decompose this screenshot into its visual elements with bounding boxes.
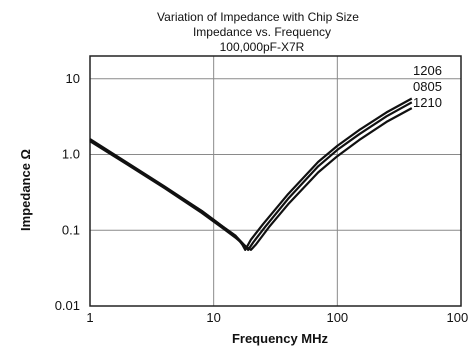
x-tick-label-100: 100 xyxy=(326,310,348,325)
grid xyxy=(90,56,461,306)
chart-title-line-2: Impedance vs. Frequency xyxy=(193,25,331,39)
x-tick-label-10: 10 xyxy=(206,310,220,325)
y-tick-label-0.01: 0.01 xyxy=(55,298,80,313)
legend-label-0805: 0805 xyxy=(413,79,442,94)
chart-title-line-3: 100,000pF-X7R xyxy=(220,40,305,54)
legend-label-1210: 1210 xyxy=(413,95,442,110)
series-line-1206 xyxy=(89,97,413,251)
series-line-1210 xyxy=(89,107,413,251)
plot-area-frame xyxy=(89,55,462,307)
y-axis-label: Impedance Ω xyxy=(18,149,33,231)
chart-title-line-1: Variation of Impedance with Chip Size xyxy=(157,10,359,24)
legend: 1206 0805 1210 xyxy=(413,63,442,110)
x-axis-label: Frequency MHz xyxy=(232,331,329,346)
x-tick-label-1: 1 xyxy=(86,310,93,325)
y-tick-label-10: 10 xyxy=(66,71,80,86)
series-line-0805 xyxy=(89,101,413,251)
series-lines xyxy=(89,97,413,251)
legend-label-1206: 1206 xyxy=(413,63,442,78)
y-axis-ticks: 0.01 0.1 1.0 10 xyxy=(55,71,80,313)
y-tick-label-1.0: 1.0 xyxy=(62,147,80,162)
y-tick-label-0.1: 0.1 xyxy=(62,222,80,237)
chart-title: Variation of Impedance with Chip Size Im… xyxy=(157,10,359,54)
